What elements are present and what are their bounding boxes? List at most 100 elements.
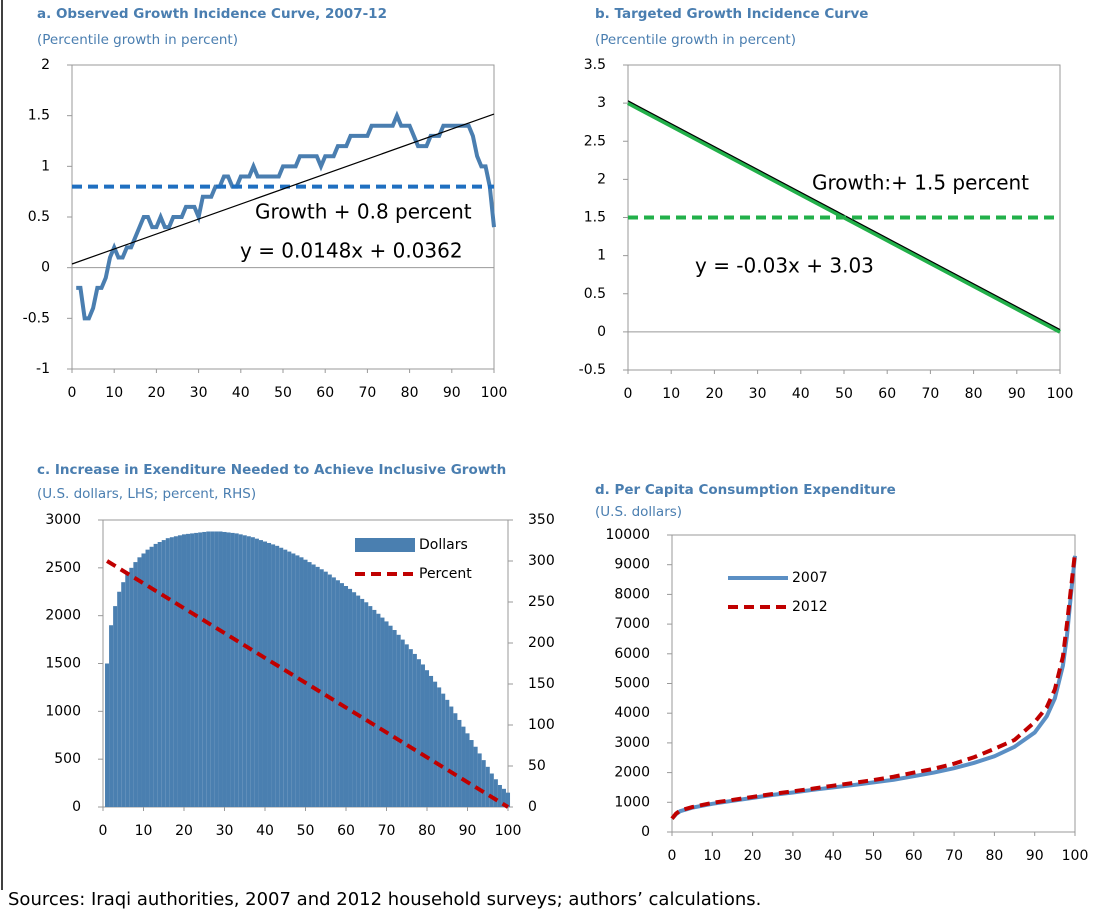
- chart-subtitle: (U.S. dollars): [595, 504, 682, 520]
- bar: [186, 533, 191, 807]
- bar: [137, 557, 142, 807]
- bar: [343, 586, 349, 807]
- bar: [165, 538, 170, 807]
- x-tick-label: 30: [216, 823, 234, 839]
- x-tick-label: 0: [668, 848, 677, 864]
- bar: [129, 567, 134, 807]
- bar: [327, 574, 332, 807]
- bar: [177, 535, 182, 807]
- bar: [214, 531, 219, 807]
- bar: [339, 583, 344, 807]
- x-tick-label: 70: [945, 848, 963, 864]
- x-tick-label: 10: [662, 386, 680, 402]
- x-tick-label: 80: [401, 385, 419, 401]
- y2-tick-label: 150: [528, 676, 555, 692]
- bar: [429, 675, 434, 807]
- bar: [109, 625, 114, 807]
- bar: [238, 534, 243, 807]
- bar: [125, 574, 130, 807]
- bar: [230, 532, 235, 807]
- chart-title: d. Per Capita Consumption Expenditure: [595, 482, 896, 498]
- legend-label: 2007: [792, 570, 828, 586]
- y-tick-label: 3000: [45, 512, 81, 528]
- bar: [246, 536, 251, 807]
- bar: [384, 621, 389, 807]
- bar: [250, 537, 255, 807]
- bar: [105, 663, 110, 807]
- bar: [449, 706, 454, 807]
- x-tick-label: 0: [624, 386, 633, 402]
- bar: [287, 551, 292, 807]
- y-tick-label: 10000: [605, 527, 650, 543]
- series-line: [76, 110, 496, 321]
- chart-subtitle: (Percentile growth in percent): [37, 32, 238, 48]
- bar: [218, 531, 223, 807]
- bar: [226, 532, 231, 807]
- bar: [352, 592, 357, 807]
- bar: [477, 753, 482, 807]
- bar: [262, 541, 268, 807]
- bar: [279, 547, 284, 807]
- x-tick-label: 20: [744, 848, 762, 864]
- bar: [493, 779, 498, 807]
- bar: [473, 746, 478, 807]
- y-tick-label: 0: [641, 824, 650, 840]
- bar: [181, 534, 187, 807]
- bar: [489, 773, 494, 807]
- bar: [222, 531, 227, 807]
- y-tick-label: 2000: [45, 608, 81, 624]
- y-tick-label: 1000: [45, 703, 81, 719]
- bar: [275, 545, 280, 807]
- series-line: [670, 552, 1077, 820]
- bar: [202, 531, 207, 807]
- bar: [198, 532, 203, 807]
- bar: [254, 538, 259, 807]
- chart-title: c. Increase in Exenditure Needed to Achi…: [37, 462, 506, 478]
- y-tick-label: 4000: [614, 705, 650, 721]
- chart-title: a. Observed Growth Incidence Curve, 2007…: [37, 6, 387, 22]
- bar: [368, 606, 373, 807]
- annotation: y = -0.03x + 3.03: [695, 254, 874, 278]
- series-line: [71, 113, 495, 265]
- bar: [173, 536, 178, 807]
- y-tick-label: 6000: [614, 646, 650, 662]
- y-tick-label: 2: [597, 171, 606, 187]
- bar: [424, 670, 430, 807]
- x-tick-label: 60: [337, 823, 355, 839]
- y-tick-label: 0.5: [584, 286, 606, 302]
- bar: [283, 549, 288, 807]
- y-tick-label: 1.5: [584, 210, 606, 226]
- y-tick-label: 1500: [45, 656, 81, 672]
- bar: [457, 719, 462, 807]
- y-tick-label: -1: [36, 361, 50, 377]
- y-tick-label: 5000: [614, 676, 650, 692]
- x-tick-label: 90: [459, 823, 477, 839]
- y-tick-label: 0: [72, 799, 81, 815]
- y-tick-label: -0.5: [579, 362, 606, 378]
- x-tick-label: 70: [358, 385, 376, 401]
- bar: [307, 562, 312, 807]
- x-tick-label: 80: [985, 848, 1003, 864]
- bar: [404, 644, 409, 807]
- y-tick-label: 1: [41, 158, 50, 174]
- bar: [331, 577, 336, 807]
- bar: [141, 553, 146, 807]
- bar: [420, 664, 425, 807]
- y-tick-label: 1: [597, 248, 606, 264]
- bar: [153, 543, 158, 807]
- bar: [291, 553, 296, 807]
- bar: [323, 571, 328, 807]
- x-tick-label: 10: [135, 823, 153, 839]
- y-tick-label: 2500: [45, 560, 81, 576]
- bar: [194, 532, 199, 807]
- x-tick-label: 0: [68, 385, 77, 401]
- y-tick-label: 2: [41, 57, 50, 73]
- y-tick-label: 3: [597, 95, 606, 111]
- bar: [453, 713, 458, 807]
- bar: [437, 687, 442, 807]
- bar: [364, 602, 369, 807]
- x-tick-label: 40: [256, 823, 274, 839]
- bar: [481, 760, 486, 807]
- x-tick-label: 50: [274, 385, 292, 401]
- bar: [400, 639, 405, 807]
